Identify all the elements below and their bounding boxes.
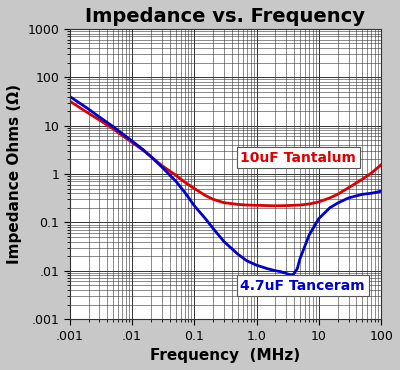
Y-axis label: Impedance Ohms (Ω): Impedance Ohms (Ω) xyxy=(7,84,22,264)
Text: 4.7uF Tanceram: 4.7uF Tanceram xyxy=(240,279,365,293)
Text: 10uF Tantalum: 10uF Tantalum xyxy=(240,151,356,165)
Title: Impedance vs. Frequency: Impedance vs. Frequency xyxy=(86,7,366,26)
X-axis label: Frequency  (MHz): Frequency (MHz) xyxy=(150,348,300,363)
